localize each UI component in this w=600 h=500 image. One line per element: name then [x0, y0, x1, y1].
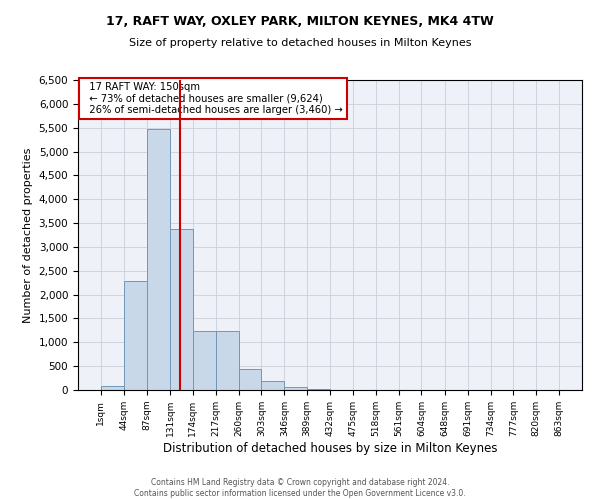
Text: Contains HM Land Registry data © Crown copyright and database right 2024.
Contai: Contains HM Land Registry data © Crown c…	[134, 478, 466, 498]
Bar	[170, 229, 193, 390]
Bar	[101, 386, 124, 390]
Bar	[262, 381, 284, 390]
Bar	[307, 389, 330, 390]
X-axis label: Distribution of detached houses by size in Milton Keynes: Distribution of detached houses by size …	[163, 442, 497, 454]
Text: Size of property relative to detached houses in Milton Keynes: Size of property relative to detached ho…	[129, 38, 471, 48]
Bar	[216, 332, 239, 390]
Bar	[239, 370, 262, 390]
Bar	[193, 332, 216, 390]
Text: 17 RAFT WAY: 150sqm
  ← 73% of detached houses are smaller (9,624)
  26% of semi: 17 RAFT WAY: 150sqm ← 73% of detached ho…	[83, 82, 343, 115]
Bar	[146, 128, 170, 390]
Bar	[124, 282, 146, 390]
Y-axis label: Number of detached properties: Number of detached properties	[23, 148, 33, 322]
Bar	[284, 386, 307, 390]
Text: 17, RAFT WAY, OXLEY PARK, MILTON KEYNES, MK4 4TW: 17, RAFT WAY, OXLEY PARK, MILTON KEYNES,…	[106, 15, 494, 28]
